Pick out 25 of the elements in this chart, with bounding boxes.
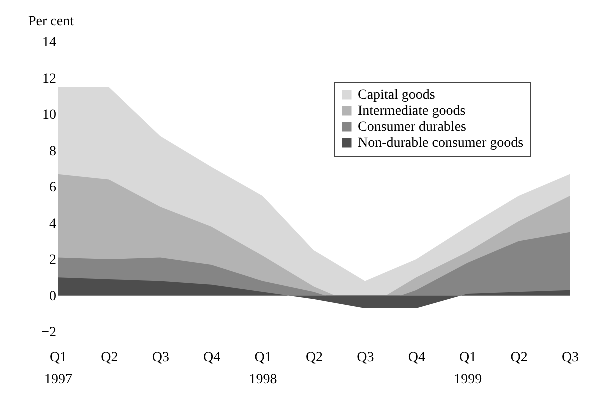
x-tick-label: Q3 bbox=[562, 350, 580, 366]
x-tick-label: Q3 bbox=[152, 350, 170, 366]
y-tick-label: 6 bbox=[50, 180, 56, 196]
x-tick-label: Q1 1998 bbox=[249, 350, 278, 388]
legend-label: Capital goods bbox=[358, 88, 436, 103]
x-tick-label: Q2 bbox=[306, 350, 324, 366]
legend-label: Intermediate goods bbox=[358, 104, 466, 119]
legend-label: Non-durable consumer goods bbox=[358, 136, 524, 151]
x-tick-label: Q3 bbox=[357, 350, 374, 366]
y-tick-label: 0 bbox=[50, 289, 56, 304]
x-tick-label: Q2 bbox=[101, 350, 118, 366]
x-tick-label: Q1 1999 bbox=[454, 350, 482, 388]
y-tick-label: 2 bbox=[50, 253, 56, 268]
y-tick-label: 14 bbox=[42, 36, 56, 50]
y-tick-label: 12 bbox=[42, 72, 56, 87]
legend-label: Consumer durables bbox=[358, 120, 466, 135]
y-tick-label: 8 bbox=[50, 144, 56, 160]
x-tick-label: Q2 bbox=[510, 350, 528, 366]
y-tick-label: 10 bbox=[42, 108, 56, 123]
x-tick-label: Q1 1997 bbox=[44, 350, 72, 388]
y-tick-label: 4 bbox=[50, 216, 56, 232]
x-tick-label: Q4 bbox=[408, 350, 426, 366]
y-tick-label: −2 bbox=[42, 326, 56, 340]
y-axis-title: Per cent bbox=[28, 14, 74, 30]
x-tick-label: Q4 bbox=[204, 350, 221, 366]
